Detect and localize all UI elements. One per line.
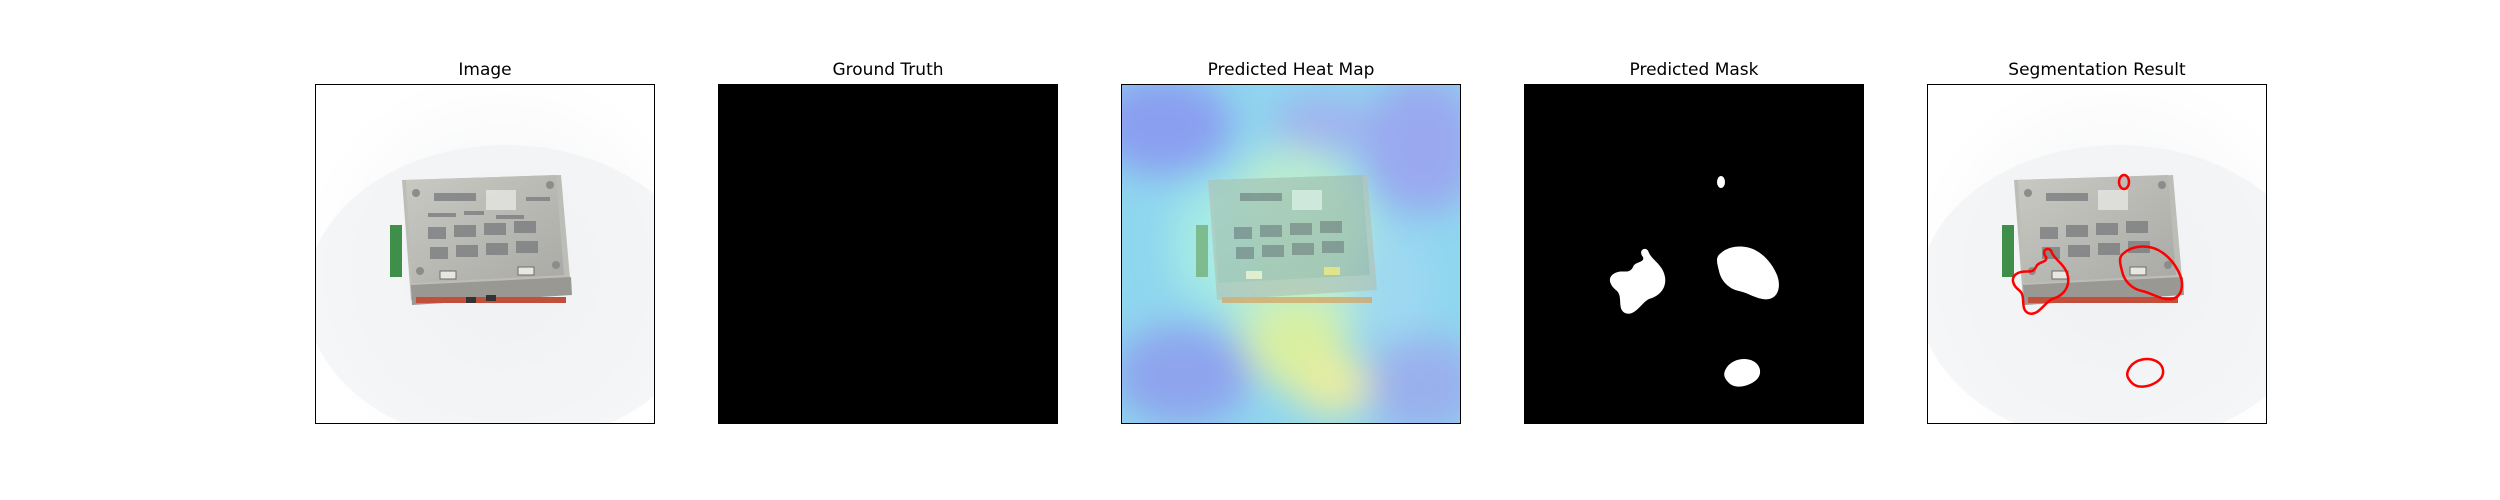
segmentation-frame <box>1927 84 2267 424</box>
panel-image: Image <box>315 0 655 500</box>
device <box>2002 175 2184 305</box>
ground-truth-mask <box>719 85 1057 423</box>
contour-left <box>2011 247 2070 315</box>
mask-frame <box>1524 84 1864 424</box>
panel-heat-map: Predicted Heat Map <box>1121 0 1461 500</box>
heat-map-overlay <box>1122 85 1460 423</box>
device-overlay <box>1196 175 1377 303</box>
device <box>390 175 572 305</box>
mask-blob-left <box>1609 248 1666 314</box>
mask-blob-bottom <box>1724 359 1761 387</box>
panel-segmentation: Segmentation Result <box>1927 0 2267 500</box>
panel-title-segmentation: Segmentation Result <box>2008 60 2186 80</box>
panel-title-ground-truth: Ground Truth <box>832 60 944 80</box>
mask-blob-top <box>1717 176 1725 188</box>
panel-title-heat-map: Predicted Heat Map <box>1207 60 1375 80</box>
panel-title-mask: Predicted Mask <box>1629 60 1759 80</box>
mask-blob-right <box>1717 246 1779 300</box>
heat-map-frame <box>1121 84 1461 424</box>
panel-ground-truth: Ground Truth <box>718 0 1058 500</box>
product-photo <box>316 85 654 423</box>
panel-mask: Predicted Mask <box>1524 0 1864 500</box>
contour-bottom <box>2126 357 2165 388</box>
contour-top <box>2117 173 2131 191</box>
predicted-mask <box>1525 85 1863 423</box>
contour-right <box>2118 245 2184 301</box>
image-frame <box>315 84 655 424</box>
panel-title-image: Image <box>458 60 512 80</box>
segmentation-overlay <box>1928 85 2266 423</box>
ground-truth-frame <box>718 84 1058 424</box>
